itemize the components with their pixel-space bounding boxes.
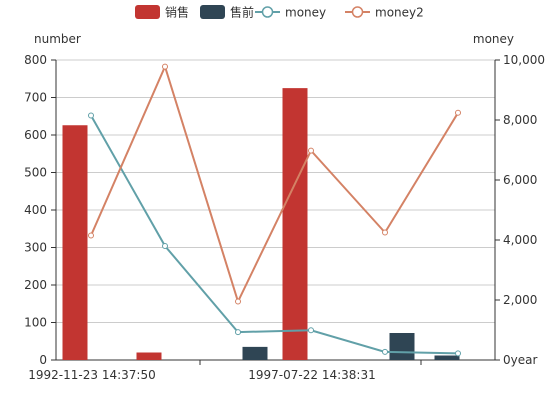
- legend-label[interactable]: money2: [375, 6, 424, 20]
- data-point[interactable]: [235, 329, 241, 336]
- data-point[interactable]: [235, 298, 241, 305]
- legend-swatch-marker[interactable]: [261, 6, 274, 18]
- right-axis-tick-label: 8,000: [503, 113, 537, 127]
- data-point[interactable]: [162, 243, 168, 249]
- left-axis-tick-label: 500: [24, 166, 47, 180]
- data-point[interactable]: [308, 147, 314, 154]
- right-axis-tick-label: 2,000: [503, 293, 537, 307]
- right-axis-tick-label: 0year: [503, 353, 537, 367]
- legend-swatch[interactable]: [200, 5, 225, 19]
- legend-label[interactable]: 销售: [165, 5, 189, 20]
- bar[interactable]: [62, 125, 88, 360]
- bar[interactable]: [242, 346, 268, 360]
- bar[interactable]: [434, 355, 460, 361]
- x-axis-tick-label: 1992-11-23 14:37:50: [28, 368, 155, 382]
- left-axis-label: number: [34, 32, 81, 46]
- left-axis-tick-label: 600: [24, 128, 47, 142]
- right-axis-label: money: [473, 32, 514, 46]
- legend-swatch-marker[interactable]: [351, 6, 364, 18]
- left-axis-tick-label: 100: [24, 316, 47, 330]
- right-axis-tick-label: 10,000: [503, 53, 545, 67]
- series-line: [90, 115, 459, 355]
- data-point[interactable]: [455, 109, 461, 116]
- legend-swatch[interactable]: [135, 5, 160, 19]
- series-line: [90, 63, 459, 305]
- data-point[interactable]: [308, 327, 314, 334]
- data-point[interactable]: [455, 350, 461, 357]
- bar[interactable]: [136, 352, 162, 361]
- right-axis-tick-label: 4,000: [503, 233, 537, 247]
- data-point[interactable]: [382, 348, 388, 355]
- legend-label[interactable]: money: [285, 6, 326, 20]
- bar[interactable]: [389, 333, 415, 360]
- left-axis-tick-label: 300: [24, 241, 47, 255]
- data-point[interactable]: [162, 63, 168, 70]
- bar[interactable]: [282, 88, 308, 360]
- data-point[interactable]: [88, 232, 94, 239]
- x-axis-tick-label: 1997-07-22 14:38:31: [248, 368, 375, 382]
- legend-label[interactable]: 售前: [230, 5, 254, 20]
- left-axis-tick-label: 700: [24, 91, 47, 105]
- data-point[interactable]: [88, 112, 94, 119]
- right-axis-tick-label: 6,000: [503, 173, 537, 187]
- left-axis-tick-label: 0: [39, 353, 47, 367]
- left-axis-tick-label: 800: [24, 53, 47, 67]
- data-point[interactable]: [382, 229, 388, 236]
- left-axis-tick-label: 400: [24, 203, 47, 217]
- left-axis-tick-label: 200: [24, 278, 47, 292]
